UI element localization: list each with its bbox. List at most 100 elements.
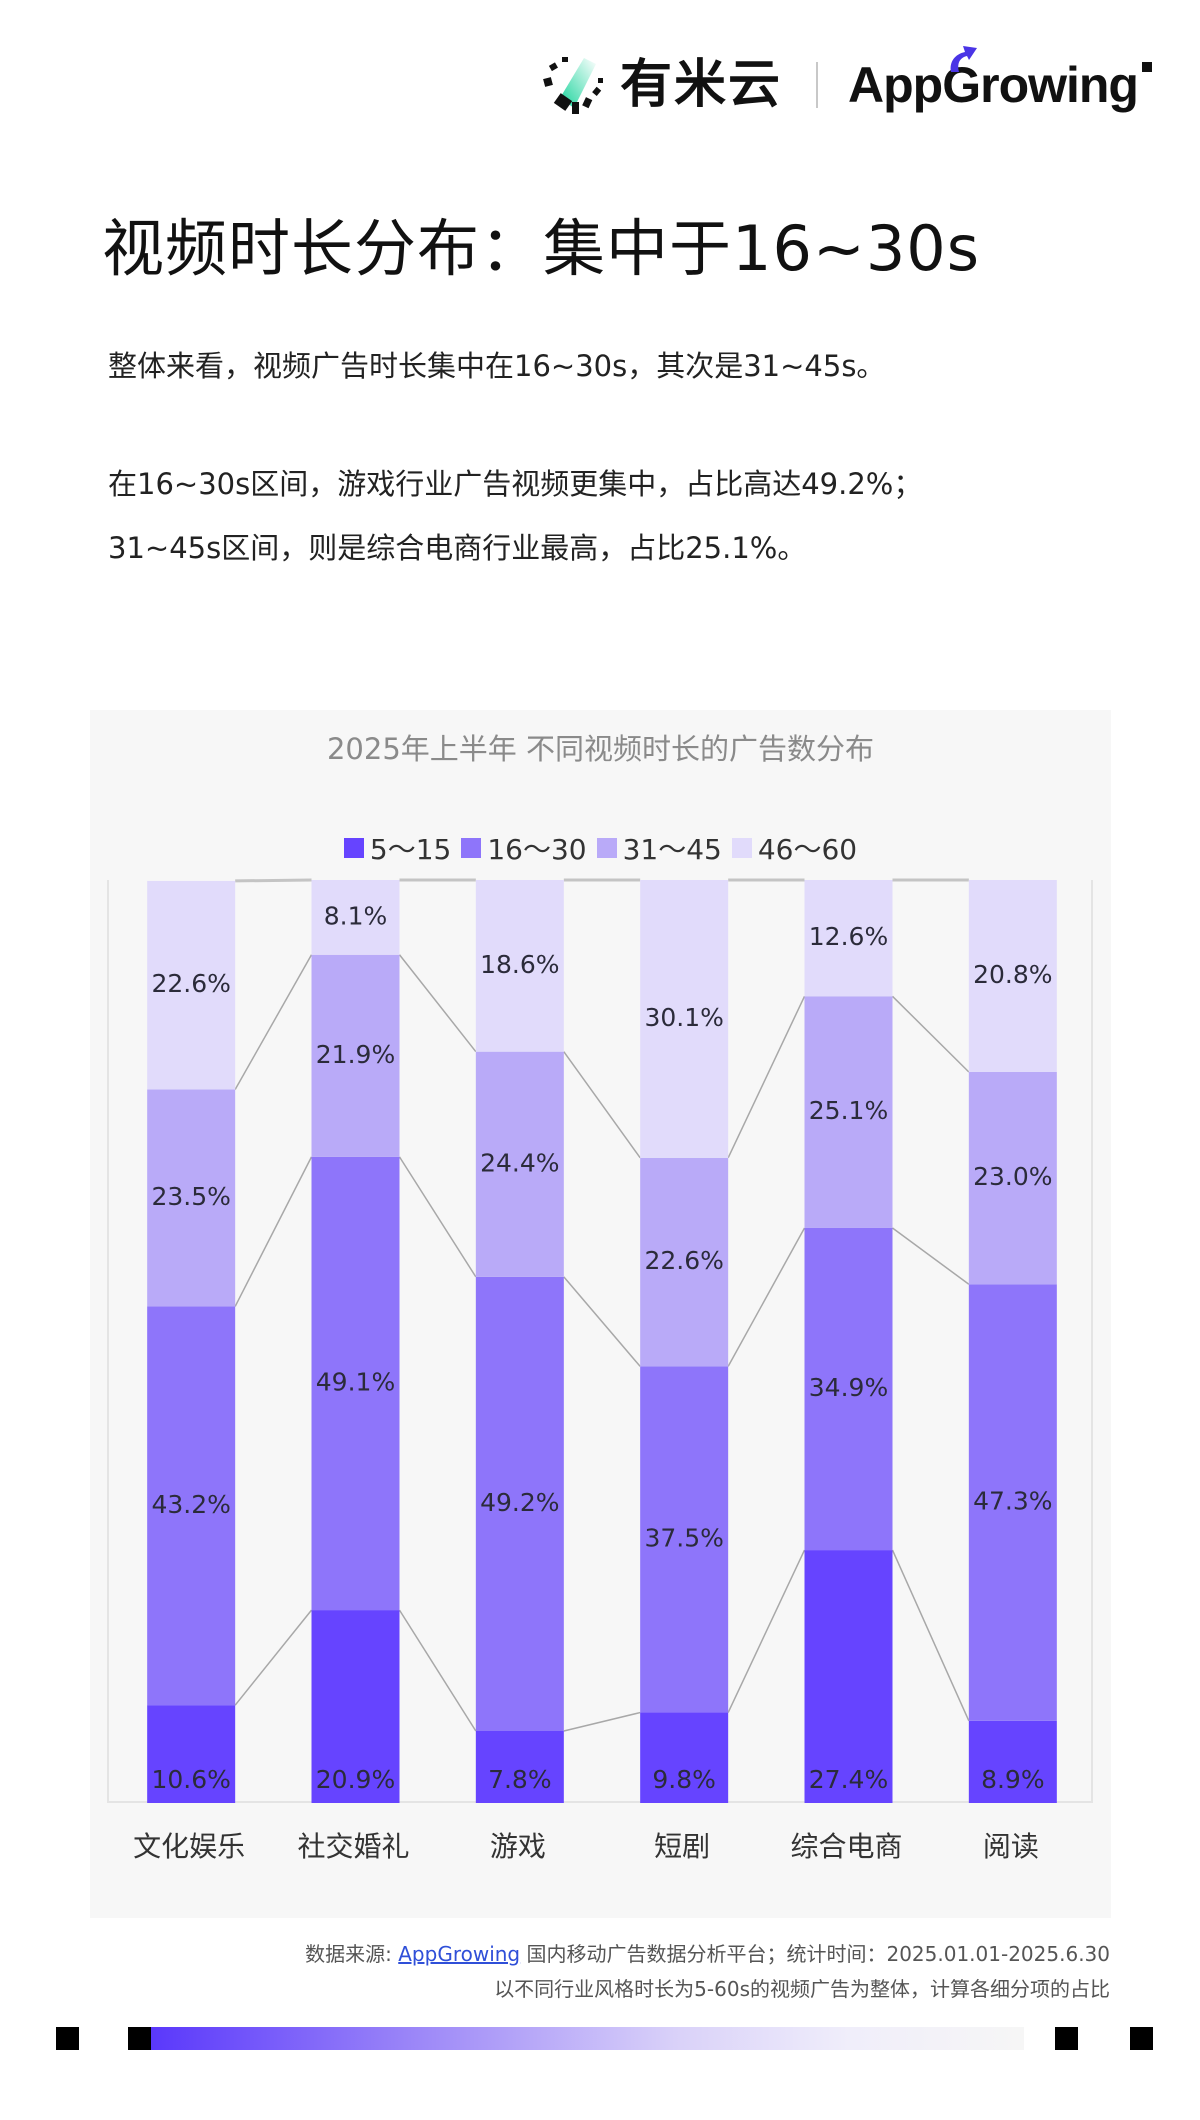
series-line — [235, 878, 312, 883]
category-label: 游戏 — [489, 1830, 546, 1863]
legend-item: 46～60 — [731, 828, 858, 868]
category-label: 文化娱乐 — [133, 1830, 246, 1863]
data-label: 22.6% — [151, 969, 230, 998]
legend-item: 5～15 — [343, 828, 452, 868]
bar-segment[interactable] — [640, 1366, 729, 1713]
data-label: 37.5% — [644, 1523, 723, 1552]
legend-item: 31～45 — [596, 828, 722, 868]
bar-segment[interactable] — [311, 880, 400, 955]
bar-segment[interactable] — [311, 1610, 400, 1803]
bar-segment[interactable] — [804, 1227, 893, 1551]
decor-square — [128, 2027, 151, 2050]
series-line — [891, 1549, 970, 1722]
bar-segment[interactable] — [475, 1731, 564, 1803]
bar-segment[interactable] — [475, 880, 564, 1052]
methodology-note: 以不同行业风格时长为5-60s的视频广告为整体，计算各细分项的占比 — [494, 1977, 1110, 2001]
logo-divider — [816, 62, 819, 108]
decor-square — [56, 2027, 79, 2050]
series-line — [563, 1276, 641, 1367]
bar-segment[interactable] — [804, 1550, 893, 1803]
bar-segment[interactable] — [475, 1051, 564, 1277]
decor-square — [1130, 2027, 1153, 2050]
bar-segment[interactable] — [968, 1284, 1057, 1721]
data-source: 数据来源: AppGrowing 国内移动广告数据分析平台；统计时间：2025.… — [210, 1942, 1110, 1966]
appgrowing-link[interactable]: AppGrowing — [398, 1942, 521, 1966]
category-label: 社交婚礼 — [297, 1830, 410, 1863]
data-label: 24.4% — [480, 1148, 559, 1177]
bar-segment[interactable] — [147, 880, 236, 1090]
data-label: 30.1% — [644, 1003, 723, 1032]
summary-paragraph: 整体来看，视频广告时长集中在16~30s，其次是31~45s。 — [108, 349, 886, 383]
series-line — [398, 1609, 477, 1732]
series-line — [234, 954, 313, 1090]
chart-legend: 5～15 16～30 31～45 46～60 — [90, 828, 1111, 868]
bar-segment[interactable] — [640, 1712, 729, 1803]
bar-segment[interactable] — [804, 996, 893, 1228]
series-line — [398, 954, 477, 1053]
data-label: 7.8% — [488, 1765, 552, 1794]
brand-logo: 有米云 AppGrowing — [540, 46, 1160, 120]
logo-dot — [1141, 62, 1152, 72]
series-line — [892, 1227, 970, 1285]
data-label: 34.9% — [809, 1373, 888, 1402]
data-label: 20.8% — [973, 960, 1052, 989]
bar-segment[interactable] — [640, 1157, 729, 1367]
youmi-logo-text: 有米云 — [620, 55, 783, 115]
series-line — [234, 1609, 313, 1706]
bar-segment[interactable] — [147, 1089, 236, 1307]
appgrowing-logo: AppGrowing — [848, 46, 1152, 113]
bar-segment[interactable] — [147, 1306, 236, 1706]
data-label: 22.6% — [644, 1246, 723, 1275]
series-line — [563, 1711, 641, 1732]
chart-card: 2025年上半年 不同视频时长的广告数分布 5～15 16～30 31～45 46～6… — [90, 710, 1111, 1918]
bar-segment[interactable] — [640, 880, 729, 1158]
series-line — [563, 1051, 641, 1159]
legend-swatch — [596, 838, 617, 858]
data-label: 8.9% — [981, 1765, 1045, 1794]
bar-segment[interactable] — [804, 880, 893, 997]
data-label: 12.6% — [809, 922, 888, 951]
bar-segment[interactable] — [968, 880, 1057, 1072]
legend-swatch — [343, 838, 364, 858]
bar-segment[interactable] — [968, 1720, 1057, 1803]
plot-area: 10.6% 43.2% 23.5% 22.6% 20.9% 49.1% 21.9% 8.1% 7… — [107, 878, 1093, 1803]
data-label: 8.1% — [324, 901, 388, 930]
legend-swatch — [461, 838, 482, 858]
source-prefix: 数据来源: — [305, 1942, 399, 1966]
appgrowing-prefix: App — [848, 57, 943, 113]
data-label: 18.6% — [480, 950, 559, 979]
decor-square — [1055, 2027, 1078, 2050]
series-line — [891, 995, 970, 1073]
appgrowing-suffix: Growing — [942, 57, 1139, 113]
legend-label: 5～15 — [369, 833, 452, 866]
bar-segment[interactable] — [968, 1071, 1057, 1285]
legend-label: 46～60 — [757, 833, 858, 866]
series-line — [234, 1156, 313, 1307]
bar-segment[interactable] — [147, 1705, 236, 1803]
data-label: 10.6% — [151, 1765, 230, 1794]
data-label: 23.5% — [151, 1182, 230, 1211]
bar-segment[interactable] — [475, 1276, 564, 1732]
source-suffix: 国内移动广告数据分析平台；统计时间：2025.01.01-2025.6.30 — [520, 1942, 1110, 1966]
data-label: 47.3% — [973, 1487, 1052, 1516]
data-label: 21.9% — [316, 1040, 395, 1069]
data-label: 49.2% — [480, 1488, 559, 1517]
bar-segment[interactable] — [311, 954, 400, 1157]
data-label: 27.4% — [809, 1765, 888, 1794]
insight-line-2: 31~45s区间，则是综合电商行业最高，占比25.1%。 — [108, 531, 807, 565]
series-line — [398, 1156, 477, 1278]
growth-arrow-icon — [950, 46, 978, 72]
youmi-logo-icon — [540, 54, 610, 116]
chart-title: 2025年上半年 不同视频时长的广告数分布 — [326, 732, 875, 766]
series-line — [727, 1549, 806, 1713]
bar-segment[interactable] — [311, 1156, 400, 1611]
category-label: 短剧 — [654, 1830, 711, 1863]
legend-swatch — [731, 838, 752, 858]
series-line — [727, 1227, 806, 1367]
data-label: 9.8% — [652, 1765, 716, 1794]
page-title: 视频时长分布：集中于16~30s — [102, 212, 981, 285]
decor-gradient-bar — [151, 2027, 1024, 2050]
legend-item: 16～30 — [461, 828, 587, 868]
insight-line-1: 在16~30s区间，游戏行业广告视频更集中，占比高达49.2%； — [108, 467, 923, 501]
series-line — [727, 995, 806, 1159]
